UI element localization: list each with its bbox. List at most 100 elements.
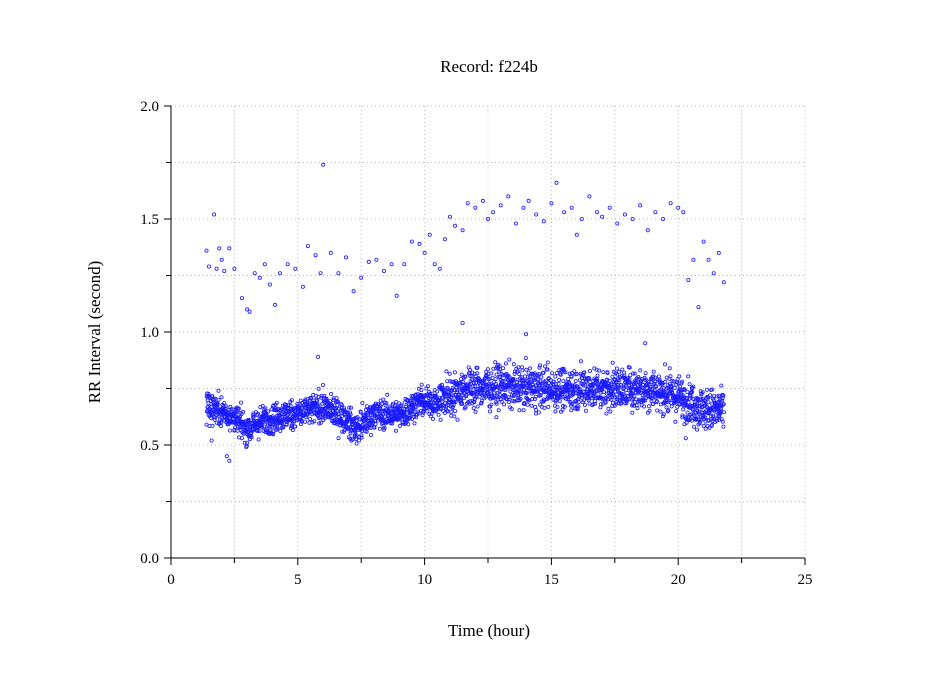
rr-point <box>520 365 525 370</box>
rr-point <box>430 416 435 421</box>
rr-point <box>628 373 633 378</box>
rr-point <box>701 423 706 428</box>
rr-outlier-point <box>643 341 648 346</box>
rr-point <box>409 409 414 414</box>
rr-point <box>680 397 685 402</box>
x-tick-label: 5 <box>294 572 302 588</box>
rr-point <box>653 379 658 384</box>
rr-point <box>403 412 408 417</box>
rr-point <box>308 396 313 401</box>
x-tick-label: 0 <box>167 572 175 588</box>
rr-outlier-point <box>227 458 232 463</box>
rr-point <box>608 409 613 414</box>
rr-point <box>449 413 454 418</box>
rr-point <box>284 422 289 427</box>
rr-outlier-point <box>232 266 237 271</box>
x-axis-ticks: 0 5 10 15 20 25 <box>167 558 813 588</box>
rr-point <box>437 395 442 400</box>
rr-point <box>710 387 715 392</box>
rr-outlier-point <box>222 268 227 273</box>
rr-outlier-point <box>452 223 457 228</box>
rr-point <box>476 378 481 383</box>
rr-point <box>687 382 692 387</box>
x-tick-label: 10 <box>417 572 432 588</box>
rr-point <box>721 393 726 398</box>
rr-point <box>445 386 450 391</box>
rr-point <box>620 367 625 372</box>
rr-point <box>506 395 511 400</box>
rr-point <box>378 405 383 410</box>
rr-point <box>601 370 606 375</box>
rr-point <box>703 426 708 431</box>
rr-outlier-point <box>277 271 282 276</box>
rr-point <box>666 408 671 413</box>
rr-point <box>435 389 440 394</box>
rr-point <box>402 406 407 411</box>
rr-point <box>488 409 493 414</box>
rr-point <box>359 433 364 438</box>
rr-point <box>399 404 404 409</box>
rr-point <box>582 402 587 407</box>
rr-point <box>545 367 550 372</box>
rr-outlier-point <box>460 228 465 233</box>
rr-outlier-point <box>668 201 673 206</box>
rr-outlier-point <box>437 266 442 271</box>
rr-point <box>354 441 359 446</box>
rr-point <box>646 380 651 385</box>
rr-point <box>534 408 539 413</box>
rr-point <box>720 419 725 424</box>
rr-point <box>708 393 713 398</box>
rr-point <box>463 405 468 410</box>
rr-outlier-point <box>534 212 539 217</box>
rr-outlier-point <box>293 266 298 271</box>
rr-point <box>288 403 293 408</box>
rr-point <box>307 416 312 421</box>
rr-point <box>312 419 317 424</box>
rr-point <box>574 371 579 376</box>
rr-point <box>604 391 609 396</box>
rr-point <box>570 371 575 376</box>
rr-point <box>502 402 507 407</box>
rr-point <box>541 370 546 375</box>
rr-point <box>682 387 687 392</box>
rr-point <box>691 384 696 389</box>
rr-point <box>334 396 339 401</box>
rr-point <box>524 367 529 372</box>
rr-outlier-point <box>209 438 214 443</box>
rr-point <box>382 425 387 430</box>
rr-point <box>649 396 654 401</box>
rr-point <box>286 403 291 408</box>
rr-point <box>720 396 725 401</box>
rr-point <box>390 401 395 406</box>
rr-point <box>416 411 421 416</box>
rr-point <box>500 373 505 378</box>
rr-point <box>598 402 603 407</box>
rr-point <box>228 404 233 409</box>
rr-outlier-point <box>513 221 518 226</box>
rr-point <box>281 424 286 429</box>
rr-point <box>412 421 417 426</box>
rr-point <box>700 390 705 395</box>
rr-point <box>245 440 250 445</box>
rr-point <box>681 387 686 392</box>
rr-point <box>503 386 508 391</box>
rr-point <box>206 391 211 396</box>
rr-point <box>663 379 668 384</box>
rr-point <box>452 414 457 419</box>
rr-outlier-point <box>630 216 635 221</box>
rr-point <box>320 382 325 387</box>
rr-point <box>440 385 445 390</box>
rr-point <box>459 372 464 377</box>
rr-point <box>503 361 508 366</box>
rr-point <box>608 382 613 387</box>
rr-outlier-point <box>394 293 399 298</box>
rr-point <box>331 397 336 402</box>
rr-point <box>505 378 510 383</box>
rr-point <box>396 416 401 421</box>
rr-point <box>626 397 631 402</box>
rr-outlier-point <box>696 305 701 310</box>
rr-point <box>711 416 716 421</box>
rr-point <box>524 391 529 396</box>
rr-point <box>529 403 534 408</box>
